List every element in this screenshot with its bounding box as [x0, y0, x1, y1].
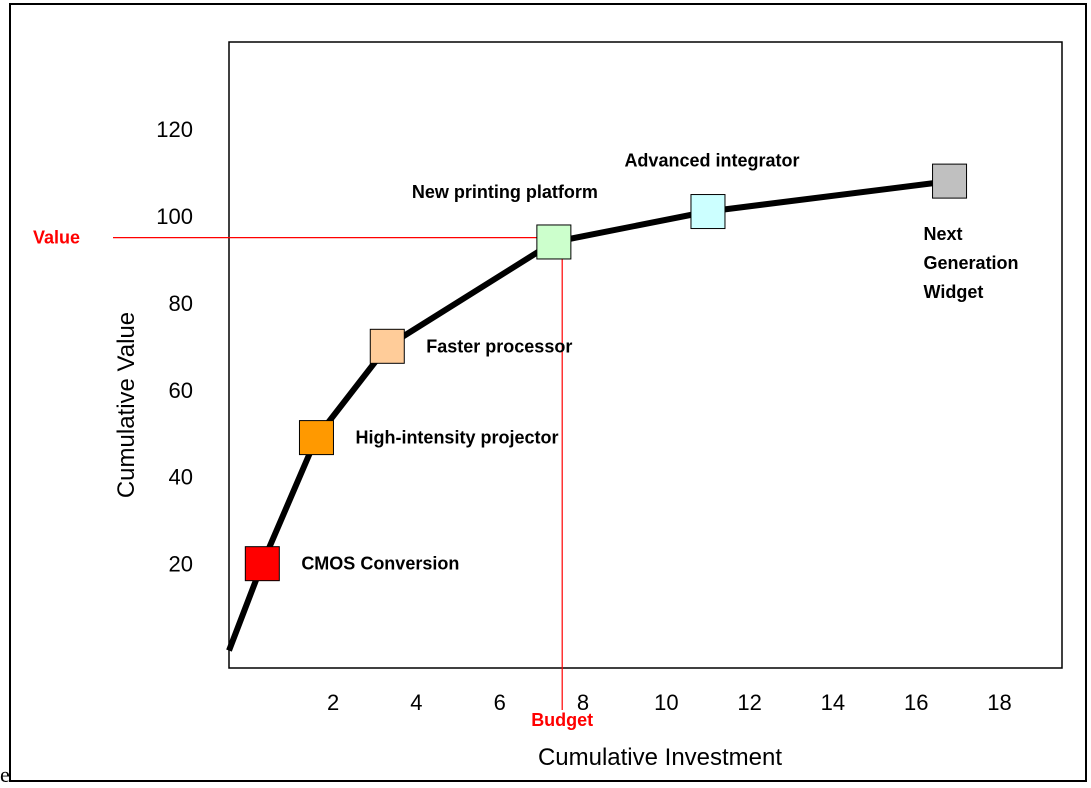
data-point-marker: [244, 546, 280, 582]
data-point-label: New printing platform: [412, 182, 598, 202]
chart-frame: [9, 3, 1087, 782]
x-tick-label: 6: [494, 690, 506, 715]
data-point-marker: [298, 420, 334, 456]
x-tick-label: 10: [654, 690, 678, 715]
y-axis-title: Cumulative Value: [113, 312, 140, 498]
x-tick-label: 8: [577, 690, 589, 715]
plot-area: [228, 41, 1063, 669]
x-tick-label: 4: [410, 690, 422, 715]
x-tick-label: 16: [904, 690, 928, 715]
data-point-marker: [690, 194, 726, 230]
data-point-marker: [369, 328, 405, 364]
y-tick-label: 20: [169, 552, 193, 577]
series-line: [226, 178, 950, 652]
y-tick-label: 80: [169, 291, 193, 316]
budget-reference-label: Budget: [531, 710, 593, 730]
x-tick-label: 2: [327, 690, 339, 715]
data-point-label: Next Generation Widget: [924, 224, 1019, 302]
value-reference-label: Value: [33, 228, 80, 248]
y-tick-label: 100: [156, 204, 193, 229]
y-tick-label: 60: [169, 378, 193, 403]
y-tick-label: 40: [169, 465, 193, 490]
data-point-label: CMOS Conversion: [301, 554, 459, 574]
x-tick-label: 14: [821, 690, 845, 715]
data-point-marker: [932, 163, 968, 199]
y-tick-label: 120: [156, 117, 193, 142]
x-tick-label: 18: [987, 690, 1011, 715]
stray-text: e: [0, 762, 10, 787]
x-tick-label: 12: [737, 690, 761, 715]
data-point-label: Advanced integrator: [624, 151, 799, 171]
data-point-label: Faster processor: [426, 336, 572, 356]
data-point-marker: [536, 224, 572, 260]
data-point-label: High-intensity projector: [355, 428, 558, 448]
x-axis-title: Cumulative Investment: [538, 744, 782, 771]
